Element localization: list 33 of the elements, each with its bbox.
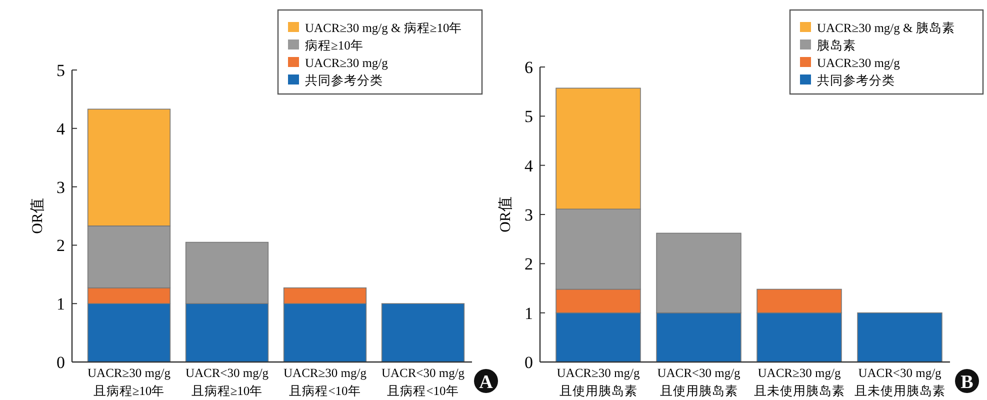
y-tick-label: 2 <box>524 254 533 274</box>
x-tick-label: UACR<30 mg/g 且使用胰岛素 <box>657 366 742 398</box>
legend-label: 共同参考分类 <box>817 74 895 88</box>
y-tick-label: 5 <box>524 107 533 126</box>
x-tick-label: UACR≥30 mg/g 且使用胰岛素 <box>556 366 640 398</box>
y-tick-label: 3 <box>524 206 533 224</box>
legend-label: 病程≥10年 <box>305 38 364 52</box>
y-tick-label: 1 <box>56 294 65 314</box>
x-tick-label: UACR<30 mg/g 且未使用胰岛素 <box>854 366 946 398</box>
legend-label: 共同参考分类 <box>305 74 383 88</box>
y-tick-label: 4 <box>524 156 534 176</box>
y-tick-label: 3 <box>56 178 65 197</box>
legend-label: UACR≥30 mg/g <box>817 56 901 70</box>
y-tick-label: 1 <box>524 304 533 323</box>
y-tick-label: 6 <box>524 58 533 77</box>
y-tick-label: 2 <box>56 236 65 256</box>
legend-label: UACR≥30 mg/g <box>305 56 389 70</box>
x-tick-label: UACR≥30 mg/g 且未使用胰岛素 <box>754 366 845 398</box>
y-tick-label: 4 <box>56 119 66 138</box>
y-axis-title: OR值 <box>30 198 46 234</box>
legend-label: UACR≥30 mg/g & 病程≥10年 <box>305 21 462 35</box>
legend-label: UACR≥30 mg/g & 胰岛素 <box>817 21 955 35</box>
text: B <box>960 372 974 393</box>
y-axis-title: OR值 <box>498 196 514 232</box>
text: A <box>479 372 494 393</box>
x-tick-label: UACR≥30 mg/g 且病程≥10年 <box>88 366 172 398</box>
x-tick-label: UACR<30 mg/g 且病程≥10年 <box>185 366 270 398</box>
x-tick-label: UACR≥30 mg/g 且病程<10年 <box>284 366 368 398</box>
y-tick-label: 5 <box>56 61 65 80</box>
x-tick-label: UACR<30 mg/g 且病程<10年 <box>381 366 466 398</box>
y-tick-label: 0 <box>56 353 65 372</box>
legend-label: 胰岛素 <box>817 38 856 52</box>
y-tick-label: 0 <box>524 353 533 372</box>
